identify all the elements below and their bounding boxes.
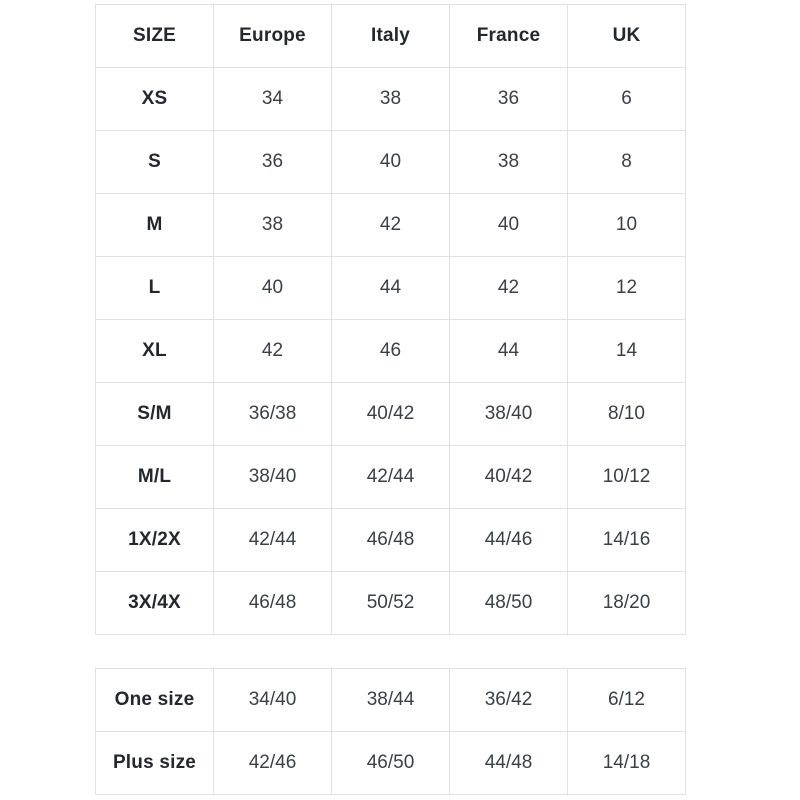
table-cell: 46/48 [331, 508, 450, 572]
table-cell: 6/12 [567, 668, 686, 732]
table-cell: 36 [449, 67, 568, 131]
table-cell: 38 [449, 130, 568, 194]
table-cell: 40 [449, 193, 568, 257]
table-row-m: M 38 42 40 10 [95, 193, 686, 257]
row-header-cell: 1X/2X [95, 508, 214, 572]
table-cell: 8/10 [567, 382, 686, 446]
table-cell: 14/18 [567, 731, 686, 795]
table-cell: 46/50 [331, 731, 450, 795]
table-cell: 50/52 [331, 571, 450, 635]
column-header-uk: UK [567, 4, 686, 68]
row-header-cell: XS [95, 67, 214, 131]
table-row-3x-4x: 3X/4X 46/48 50/52 48/50 18/20 [95, 571, 686, 635]
table-cell: 10/12 [567, 445, 686, 509]
table-cell: 44 [449, 319, 568, 383]
row-header-cell: Plus size [95, 731, 214, 795]
table-cell: 36/42 [449, 668, 568, 732]
row-header-cell: 3X/4X [95, 571, 214, 635]
special-size-table: One size 34/40 38/44 36/42 6/12 Plus siz… [95, 668, 686, 795]
table-cell: 42 [213, 319, 332, 383]
table-cell: 46 [331, 319, 450, 383]
table-cell: 46/48 [213, 571, 332, 635]
table-row-xl: XL 42 46 44 14 [95, 319, 686, 383]
table-cell: 6 [567, 67, 686, 131]
table-cell: 12 [567, 256, 686, 320]
table-cell: 38 [213, 193, 332, 257]
row-header-cell: One size [95, 668, 214, 732]
table-cell: 38 [331, 67, 450, 131]
table-cell: 42/44 [213, 508, 332, 572]
table-cell: 42/46 [213, 731, 332, 795]
table-cell: 40 [213, 256, 332, 320]
table-cell: 42/44 [331, 445, 450, 509]
table-cell: 40 [331, 130, 450, 194]
table-cell: 36 [213, 130, 332, 194]
table-cell: 44/46 [449, 508, 568, 572]
table-row-xs: XS 34 38 36 6 [95, 67, 686, 131]
table-cell: 38/40 [213, 445, 332, 509]
column-header-italy: Italy [331, 4, 450, 68]
table-cell: 34 [213, 67, 332, 131]
column-header-europe: Europe [213, 4, 332, 68]
column-header-size: SIZE [95, 4, 214, 68]
table-cell: 14 [567, 319, 686, 383]
header-row: SIZE Europe Italy France UK [95, 4, 686, 68]
row-header-cell: L [95, 256, 214, 320]
table-cell: 44 [331, 256, 450, 320]
row-header-cell: XL [95, 319, 214, 383]
column-header-france: France [449, 4, 568, 68]
table-cell: 42 [449, 256, 568, 320]
table-row-one-size: One size 34/40 38/44 36/42 6/12 [95, 668, 686, 732]
table-cell: 42 [331, 193, 450, 257]
table-cell: 8 [567, 130, 686, 194]
table-cell: 48/50 [449, 571, 568, 635]
table-cell: 38/40 [449, 382, 568, 446]
table-cell: 38/44 [331, 668, 450, 732]
table-cell: 18/20 [567, 571, 686, 635]
table-cell: 14/16 [567, 508, 686, 572]
table-cell: 36/38 [213, 382, 332, 446]
row-header-cell: S/M [95, 382, 214, 446]
table-row-plus-size: Plus size 42/46 46/50 44/48 14/18 [95, 731, 686, 795]
table-row-l: L 40 44 42 12 [95, 256, 686, 320]
table-cell: 10 [567, 193, 686, 257]
table-cell: 44/48 [449, 731, 568, 795]
row-header-cell: S [95, 130, 214, 194]
table-row-s-m: S/M 36/38 40/42 38/40 8/10 [95, 382, 686, 446]
row-header-cell: M/L [95, 445, 214, 509]
table-row-s: S 36 40 38 8 [95, 130, 686, 194]
table-cell: 34/40 [213, 668, 332, 732]
size-conversion-table: SIZE Europe Italy France UK XS 34 38 36 … [95, 4, 686, 635]
row-header-cell: M [95, 193, 214, 257]
table-row-m-l: M/L 38/40 42/44 40/42 10/12 [95, 445, 686, 509]
table-cell: 40/42 [331, 382, 450, 446]
table-row-1x-2x: 1X/2X 42/44 46/48 44/46 14/16 [95, 508, 686, 572]
table-cell: 40/42 [449, 445, 568, 509]
